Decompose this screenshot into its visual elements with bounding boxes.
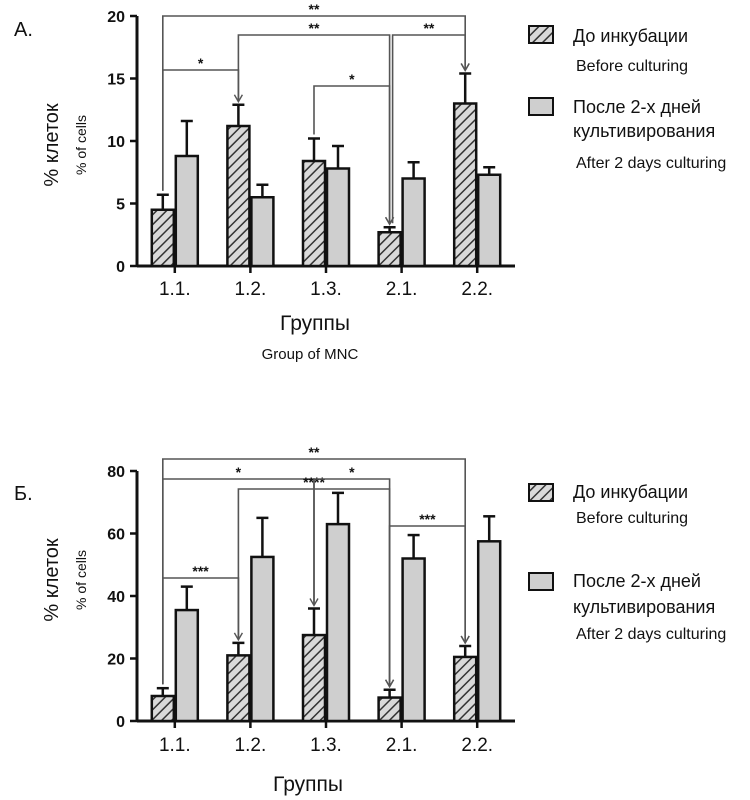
bar-b-before [301, 633, 327, 723]
significance-bracket-a [391, 34, 466, 224]
significance-label-b: ** [309, 444, 320, 460]
category-label-b: 1.3. [310, 735, 342, 756]
y-tick-label-b: 20 [107, 652, 125, 669]
category-label-b: 2.1. [386, 735, 418, 756]
category-label-a: 2.2. [461, 279, 493, 300]
bar-b-after [325, 522, 351, 723]
legend-swatch-after-a [528, 97, 554, 116]
legend-sub-before-a: Before culturing [576, 58, 688, 75]
y-title-a: % клеток [41, 103, 63, 187]
bar-b-after [476, 540, 502, 723]
y-tick-label-a: 0 [116, 259, 125, 276]
bar-a-after [325, 167, 351, 268]
y-tick-label-a: 5 [116, 197, 125, 214]
significance-label-a: * [349, 71, 355, 87]
category-label-a: 1.2. [235, 279, 267, 300]
bar-b-after [174, 608, 200, 723]
legend-swatch-after-b [528, 572, 554, 591]
panel-label-b: Б. [14, 483, 33, 505]
category-label-b: 1.1. [159, 735, 191, 756]
significance-label-a: ** [309, 1, 320, 17]
significance-label-a: ** [423, 20, 434, 36]
bar-a-before [150, 208, 176, 268]
category-label-a: 2.1. [386, 279, 418, 300]
category-label-a: 1.3. [310, 279, 342, 300]
y-tick-label-b: 60 [107, 527, 125, 544]
legend-label-after-b-line1: После 2-х дней [573, 571, 701, 591]
category-label-b: 2.2. [461, 735, 493, 756]
significance-label-b: * [236, 464, 242, 480]
legend-label-before-b: До инкубации [573, 482, 688, 502]
bar-b-after [250, 555, 275, 723]
bar-b-after [401, 557, 426, 723]
category-label-a: 1.1. [159, 279, 191, 300]
significance-bracket-a [313, 85, 391, 224]
y-tick-label-a: 15 [107, 72, 125, 89]
legend-sub-after-b: After 2 days culturing [576, 626, 726, 643]
significance-arrow-b [460, 635, 470, 645]
significance-arrow-a [233, 94, 244, 104]
significance-label-a: * [198, 55, 204, 71]
bar-a-before [452, 102, 478, 268]
bar-a-after [174, 154, 200, 268]
legend-label-after-a-line2: культивирования [573, 121, 715, 141]
bar-b-before [150, 694, 176, 723]
significance-label-b: *** [192, 563, 209, 579]
panel-label-a: А. [14, 19, 33, 41]
significance-label-b: * [349, 464, 355, 480]
significance-label-b: *** [419, 511, 436, 527]
bar-a-before [226, 124, 251, 268]
x-title-a: Группы [280, 312, 350, 335]
y-tick-label-b: 0 [116, 714, 125, 731]
y-title-b: % клеток [41, 538, 63, 622]
y-tick-label-a: 20 [107, 9, 125, 26]
category-label-b: 1.2. [235, 735, 267, 756]
y-tick-label-b: 40 [107, 589, 125, 606]
significance-arrow-b [233, 632, 244, 642]
y-tick-label-b: 80 [107, 464, 125, 481]
legend-sub-before-b: Before culturing [576, 510, 688, 527]
significance-arrow-a [460, 63, 470, 72]
bar-a-after [401, 177, 426, 268]
bar-a-after [250, 196, 275, 268]
legend-label-after-a-line1: После 2-х дней [573, 97, 701, 117]
significance-bracket-b [388, 525, 466, 686]
legend-label-before-a: До инкубации [573, 26, 688, 46]
significance-arrow-b [384, 679, 395, 689]
legend-swatch-before-a [528, 25, 554, 44]
x-subtitle-a: Group of MNC [262, 346, 359, 363]
legend-swatch-before-b [528, 483, 554, 502]
y-subtitle-b: % of cells [73, 550, 89, 610]
y-tick-label-a: 10 [107, 134, 125, 151]
bar-a-before [377, 231, 402, 268]
bar-b-before [452, 655, 478, 723]
significance-label-a: ** [309, 20, 320, 36]
bar-a-before [301, 159, 327, 268]
legend-label-after-b-line2: культивирования [573, 597, 715, 617]
x-title-b: Группы [273, 773, 343, 796]
bar-b-before [377, 696, 402, 723]
y-subtitle-a: % of cells [73, 115, 89, 175]
bar-b-before [226, 654, 251, 723]
bar-a-after [476, 173, 502, 268]
legend-sub-after-a: After 2 days culturing [576, 155, 726, 172]
significance-arrow-b [309, 598, 319, 607]
